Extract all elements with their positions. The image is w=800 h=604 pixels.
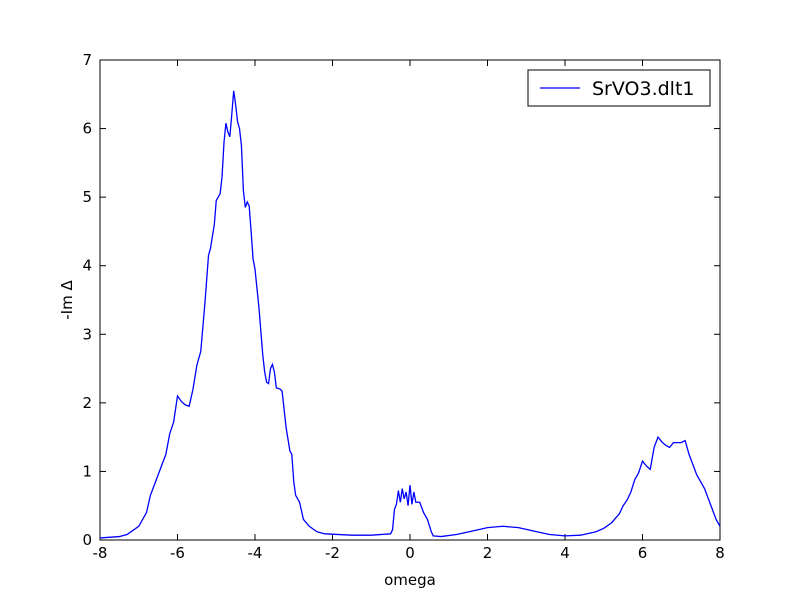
x-tick-label: 0 — [405, 544, 415, 562]
x-tick-label: 8 — [715, 544, 725, 562]
y-tick-label: 6 — [82, 120, 92, 138]
y-tick-label: 4 — [82, 257, 92, 275]
plot-frame — [99, 59, 721, 541]
y-tick-label: 7 — [82, 51, 92, 69]
x-tick-label: -2 — [325, 544, 340, 562]
data-line — [99, 90, 721, 539]
x-tick-label: -6 — [170, 544, 185, 562]
x-axis-label: omega — [384, 571, 436, 589]
x-tick-label: 4 — [560, 544, 570, 562]
x-tick-label: -4 — [248, 544, 263, 562]
y-tick-label: 2 — [82, 394, 92, 412]
legend-label: SrVO3.dlt1 — [592, 78, 695, 100]
y-tick-label: 3 — [82, 325, 92, 343]
x-tick-label: -8 — [93, 544, 108, 562]
y-tick-label: 5 — [82, 188, 92, 206]
y-axis-label: -Im Δ — [58, 280, 76, 320]
y-tick-label: 1 — [82, 462, 92, 480]
x-tick-label: 6 — [638, 544, 648, 562]
x-tick-label: 2 — [483, 544, 493, 562]
y-tick-label: 0 — [82, 531, 92, 549]
